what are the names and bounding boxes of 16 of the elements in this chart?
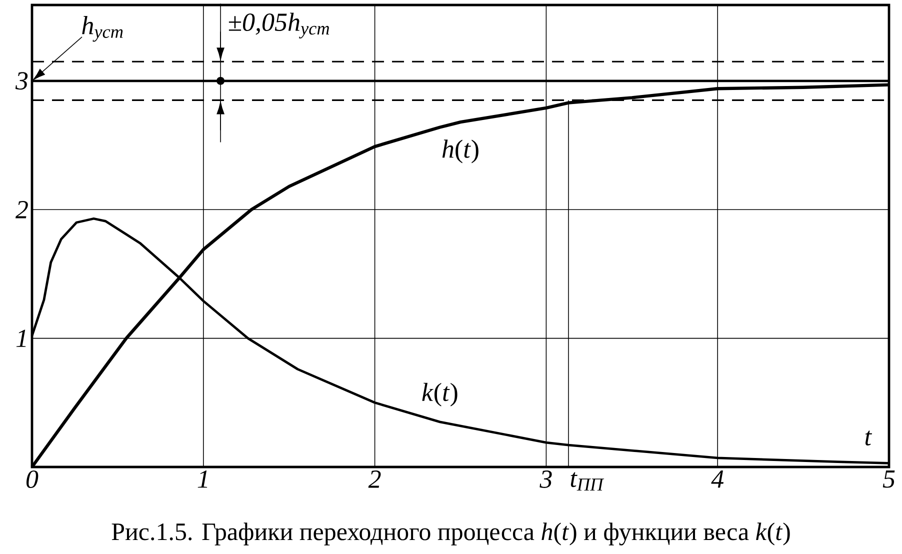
x-tick-label: 0	[26, 470, 38, 488]
x-tick-label: 5	[882, 470, 895, 488]
x-axis-title: t	[865, 430, 872, 446]
series-label: k(t)	[422, 382, 458, 406]
x-tick-label: 4	[711, 470, 724, 488]
x-tick-label: 3	[540, 470, 552, 488]
x-tick-label: 1	[198, 470, 208, 488]
y-tick-label: 2	[15, 201, 28, 218]
y-tick-label: 1	[16, 330, 26, 347]
annotation: ±0,05h$_{уст}$	[228, 12, 330, 38]
series-label: h(t)	[442, 140, 478, 164]
ref-line-label: h$_{уст}$	[82, 16, 123, 42]
x-tick-label: 2	[368, 470, 381, 488]
ref-line-label: t$_{ПП}$	[570, 472, 604, 491]
y-tick-label: 3	[15, 72, 28, 90]
text: Рис.1.5. Графики переходного процесса h(t) и функции веса k(t)	[112, 522, 790, 546]
